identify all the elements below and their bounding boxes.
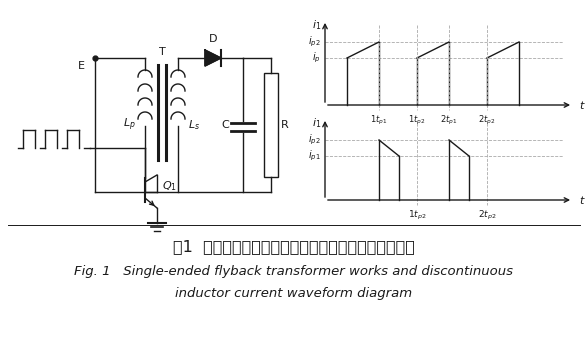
Text: 图1  单端反激变压器工作原理和电感电流断续波形简图: 图1 单端反激变压器工作原理和电感电流断续波形简图 xyxy=(173,240,415,255)
Text: $Q_1$: $Q_1$ xyxy=(162,179,177,193)
Text: C: C xyxy=(221,120,229,130)
Text: $i_1$: $i_1$ xyxy=(312,18,321,32)
Text: T: T xyxy=(159,47,165,57)
Text: $1t_{p2}$: $1t_{p2}$ xyxy=(407,209,426,222)
Text: $i_{p}$: $i_{p}$ xyxy=(312,51,321,65)
Text: inductor current waveform diagram: inductor current waveform diagram xyxy=(175,288,413,300)
Bar xyxy=(264,73,278,177)
Text: D: D xyxy=(209,34,217,44)
Text: $1t_{p2}$: $1t_{p2}$ xyxy=(408,114,426,127)
Text: $L_s$: $L_s$ xyxy=(188,118,200,132)
Text: $2t_{p2}$: $2t_{p2}$ xyxy=(478,114,496,127)
Text: $i_{p2}$: $i_{p2}$ xyxy=(309,35,321,49)
Text: $2t_{p1}$: $2t_{p1}$ xyxy=(440,114,457,127)
Text: $i_1$: $i_1$ xyxy=(312,116,321,130)
Text: $2t_{p2}$: $2t_{p2}$ xyxy=(477,209,496,222)
Text: R: R xyxy=(281,120,289,130)
Text: $t$: $t$ xyxy=(579,194,586,206)
Text: $t$: $t$ xyxy=(579,99,586,111)
Polygon shape xyxy=(205,50,221,66)
Text: $1t_{p1}$: $1t_{p1}$ xyxy=(370,114,387,127)
Text: $i_{p1}$: $i_{p1}$ xyxy=(308,149,321,163)
Text: $i_{p2}$: $i_{p2}$ xyxy=(309,133,321,147)
Text: E: E xyxy=(78,61,85,71)
Text: $L_p$: $L_p$ xyxy=(123,117,135,133)
Text: Fig. 1   Single-ended flyback transformer works and discontinuous: Fig. 1 Single-ended flyback transformer … xyxy=(75,266,513,278)
